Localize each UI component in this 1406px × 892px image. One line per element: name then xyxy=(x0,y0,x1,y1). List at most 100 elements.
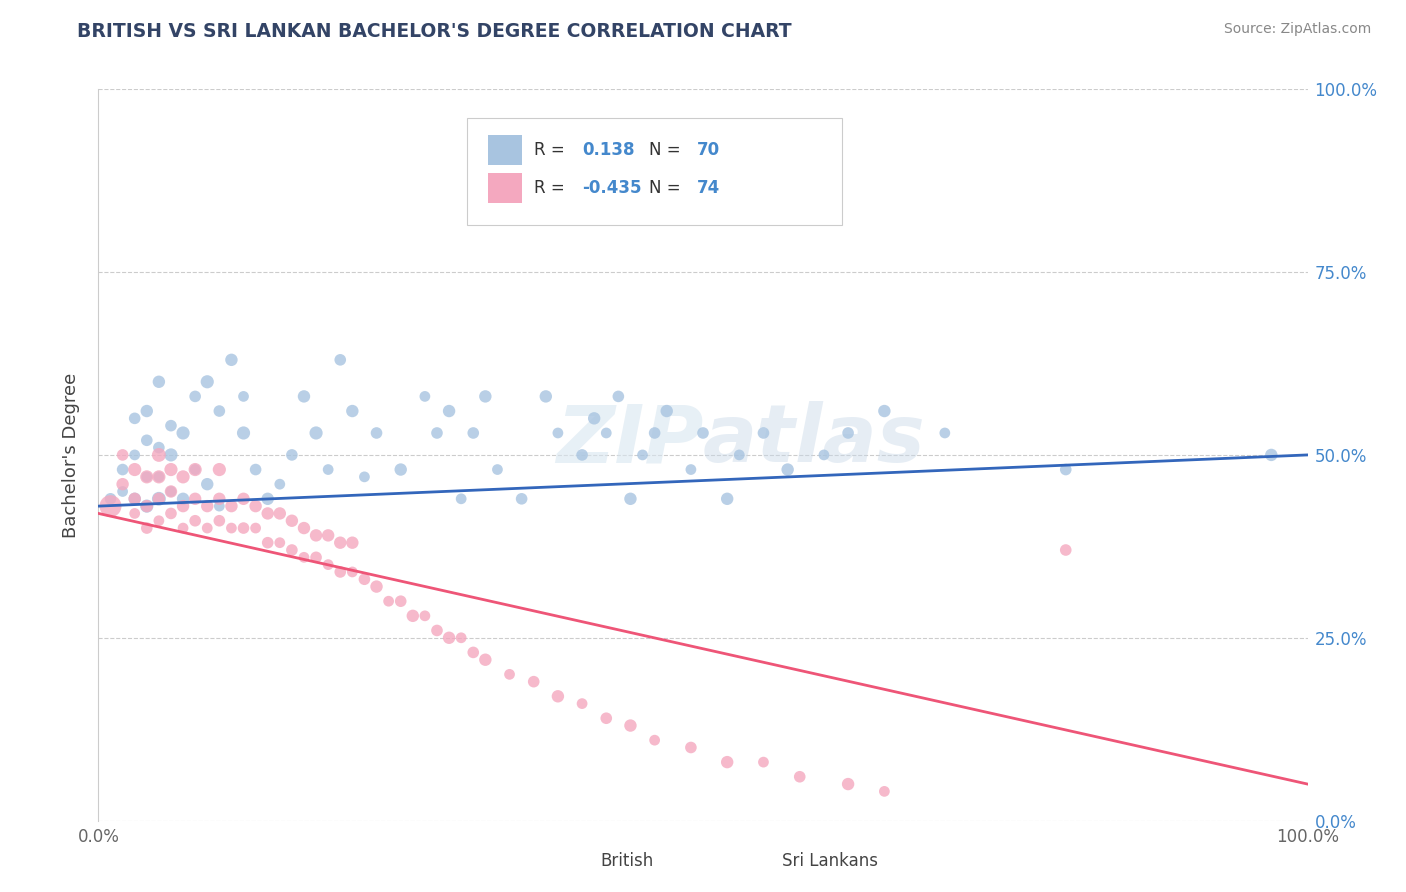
Point xyxy=(728,448,751,462)
Point xyxy=(232,491,254,506)
Point xyxy=(256,535,278,549)
Point xyxy=(413,389,436,403)
Point xyxy=(184,462,207,476)
Point xyxy=(221,499,243,513)
Point xyxy=(160,484,183,499)
Point xyxy=(232,389,254,403)
Point xyxy=(571,697,593,711)
Point xyxy=(292,389,315,403)
Point xyxy=(1260,448,1282,462)
Point xyxy=(124,462,146,476)
Point xyxy=(208,462,231,476)
Point xyxy=(776,462,799,476)
Point xyxy=(148,470,170,484)
Point xyxy=(148,491,170,506)
Point xyxy=(752,425,775,440)
Point xyxy=(111,448,134,462)
Point xyxy=(752,755,775,769)
Point xyxy=(813,448,835,462)
Point xyxy=(195,477,218,491)
Point xyxy=(148,441,170,455)
Point xyxy=(292,521,315,535)
Point xyxy=(329,565,352,579)
Point xyxy=(195,375,218,389)
Point xyxy=(353,470,375,484)
Point xyxy=(437,404,460,418)
Point xyxy=(269,535,291,549)
Point xyxy=(135,470,157,484)
Point xyxy=(595,425,617,440)
Text: R =: R = xyxy=(534,179,564,197)
Point xyxy=(486,462,509,476)
Point xyxy=(619,491,641,506)
Point xyxy=(281,514,304,528)
Point xyxy=(366,425,388,440)
Point xyxy=(111,477,134,491)
Point xyxy=(135,521,157,535)
Point xyxy=(463,645,485,659)
Point xyxy=(148,470,170,484)
Text: -0.435: -0.435 xyxy=(582,179,641,197)
Text: R =: R = xyxy=(534,141,564,159)
Point xyxy=(389,462,412,476)
Point xyxy=(232,521,254,535)
Point xyxy=(450,631,472,645)
Point xyxy=(450,491,472,506)
Y-axis label: Bachelor's Degree: Bachelor's Degree xyxy=(62,372,80,538)
Point xyxy=(124,491,146,506)
Point xyxy=(184,462,207,476)
Point xyxy=(184,514,207,528)
Point xyxy=(377,594,399,608)
Point xyxy=(195,521,218,535)
Point xyxy=(316,528,339,542)
Point xyxy=(124,448,146,462)
Point xyxy=(221,521,243,535)
Point xyxy=(160,448,183,462)
Point xyxy=(1054,462,1077,476)
Point xyxy=(679,740,702,755)
Point xyxy=(571,448,593,462)
Point xyxy=(160,418,183,433)
Point xyxy=(692,425,714,440)
Point xyxy=(679,462,702,476)
Point xyxy=(1054,543,1077,558)
Point xyxy=(172,470,194,484)
Point xyxy=(619,718,641,732)
Point xyxy=(329,352,352,367)
Text: 74: 74 xyxy=(697,179,720,197)
Point xyxy=(148,491,170,506)
Point xyxy=(100,491,122,506)
Point xyxy=(160,462,183,476)
Point xyxy=(172,425,194,440)
Point xyxy=(124,507,146,521)
Point xyxy=(873,404,896,418)
Point xyxy=(547,690,569,704)
Point xyxy=(389,594,412,608)
Point xyxy=(100,499,122,513)
Point xyxy=(269,507,291,521)
FancyBboxPatch shape xyxy=(467,119,842,225)
Point xyxy=(716,755,738,769)
Point xyxy=(463,425,485,440)
Point xyxy=(221,352,243,367)
Point xyxy=(195,499,218,513)
Point xyxy=(342,404,364,418)
Text: British: British xyxy=(600,852,654,870)
Point xyxy=(366,580,388,594)
Text: atlas: atlas xyxy=(703,401,925,479)
Point xyxy=(245,499,267,513)
Point xyxy=(316,558,339,572)
Bar xyxy=(488,172,522,203)
Point xyxy=(135,499,157,513)
Point xyxy=(208,499,231,513)
Point xyxy=(148,514,170,528)
Bar xyxy=(740,847,776,874)
Point xyxy=(644,425,666,440)
Text: Sri Lankans: Sri Lankans xyxy=(782,852,877,870)
Point xyxy=(135,499,157,513)
Point xyxy=(547,425,569,440)
Point xyxy=(184,389,207,403)
Text: N =: N = xyxy=(648,179,681,197)
Text: 70: 70 xyxy=(697,141,720,159)
Point xyxy=(172,491,194,506)
